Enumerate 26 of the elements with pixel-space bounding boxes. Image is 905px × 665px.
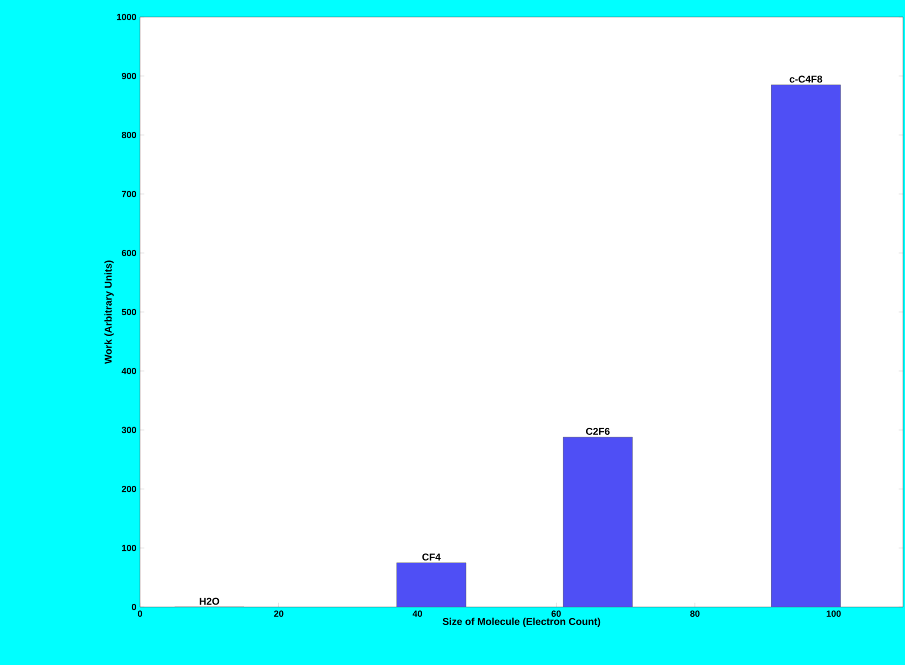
y-tick-label: 100: [122, 544, 136, 552]
bar: [771, 84, 841, 607]
bar: [562, 436, 633, 607]
x-tick-label: 60: [552, 610, 561, 617]
bar: [396, 562, 466, 607]
y-tick-label: 700: [122, 190, 136, 198]
y-tick-label: 200: [122, 486, 136, 492]
annotation: H2O: [200, 598, 220, 605]
x-tick-label: 20: [274, 610, 284, 617]
x-tick-label: 0: [138, 610, 142, 617]
y-tick-label: 400: [122, 368, 136, 374]
y-axis-title: Work (Arbitrary Units): [104, 260, 114, 364]
x-axis-title: Size of Molecule (Electron Count): [442, 618, 600, 627]
y-tick-label: 0: [132, 604, 136, 610]
y-tick-label: 800: [122, 132, 136, 138]
y-tick-label: 600: [122, 250, 136, 256]
x-tick-label: 100: [826, 610, 841, 617]
annotation: C2F6: [586, 428, 610, 435]
x-tick-label: 40: [412, 610, 422, 617]
y-tick-label: 300: [122, 426, 136, 434]
x-tick-label: 80: [690, 610, 700, 617]
annotation: c-C4F8: [790, 76, 822, 83]
y-tick-label: 900: [122, 72, 136, 80]
annotation: CF4: [422, 554, 441, 561]
y-tick-label: 1000: [117, 14, 136, 20]
y-tick-label: 500: [122, 308, 136, 316]
